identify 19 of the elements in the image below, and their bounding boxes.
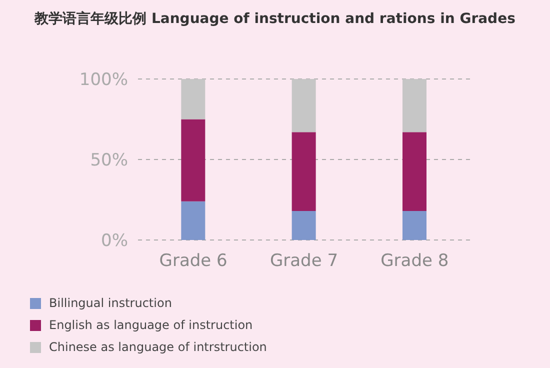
- x-tick-label: Grade 6: [159, 251, 228, 272]
- chart-title: 教学语言年级比例 Language of instruction and rations in Grades: [33, 10, 516, 28]
- bar: [292, 211, 316, 240]
- legend-label: Billingual instruction: [49, 296, 172, 310]
- legend-label: Chinese as language of intrstruction: [49, 340, 267, 354]
- bar: [181, 201, 206, 240]
- x-tick-label: Grade 7: [270, 251, 338, 272]
- bar: [292, 79, 316, 132]
- y-tick-label: 0%: [101, 231, 128, 252]
- legend-label: English as language of instruction: [49, 318, 253, 332]
- bar: [402, 211, 426, 240]
- bar: [181, 79, 206, 120]
- bar: [292, 132, 316, 212]
- y-tick-label: 50%: [90, 150, 128, 171]
- bar: [402, 132, 426, 212]
- bar: [181, 119, 206, 202]
- y-tick-label: 100%: [79, 70, 128, 90]
- bar: [402, 79, 426, 132]
- x-tick-label: Grade 8: [380, 251, 449, 272]
